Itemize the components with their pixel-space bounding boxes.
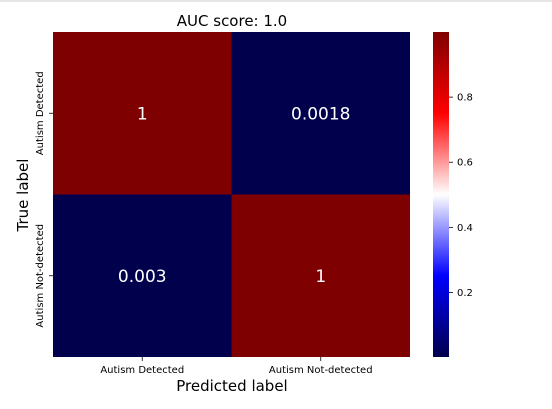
chart-title: AUC score: 1.0 xyxy=(177,12,287,30)
heatmap-cell xyxy=(53,32,232,195)
y-axis-label: True label xyxy=(14,159,32,233)
y-axis-ticks: Autism Detected Autism Not-detected xyxy=(35,71,53,328)
heatmap-cell xyxy=(53,194,232,357)
heatmap-cell xyxy=(231,32,410,195)
y-tick-label: Autism Detected xyxy=(35,71,46,155)
x-tick-label: Autism Detected xyxy=(100,365,184,376)
colorbar-tick-label: 0.8 xyxy=(457,93,473,104)
colorbar-ticks: 0.2 0.4 0.6 0.8 xyxy=(449,93,473,299)
top-divider xyxy=(0,0,552,2)
x-axis-label: Predicted label xyxy=(176,377,287,395)
colorbar xyxy=(433,32,449,357)
cell-value-label: 0.0018 xyxy=(291,104,350,124)
x-axis-ticks: Autism Detected Autism Not-detected xyxy=(100,357,373,376)
cell-value-label: 1 xyxy=(137,104,148,124)
y-tick-label: Autism Not-detected xyxy=(35,224,46,328)
colorbar-tick-label: 0.6 xyxy=(457,158,473,169)
cell-value-label: 1 xyxy=(315,267,326,287)
x-tick-label: Autism Not-detected xyxy=(269,365,373,376)
heatmap-cells: 1 0.0018 0.003 1 xyxy=(53,32,410,357)
colorbar-tick-label: 0.2 xyxy=(457,288,473,299)
colorbar-tick-label: 0.4 xyxy=(457,223,473,234)
cell-value-label: 0.003 xyxy=(118,267,167,287)
heatmap-cell xyxy=(231,194,410,357)
